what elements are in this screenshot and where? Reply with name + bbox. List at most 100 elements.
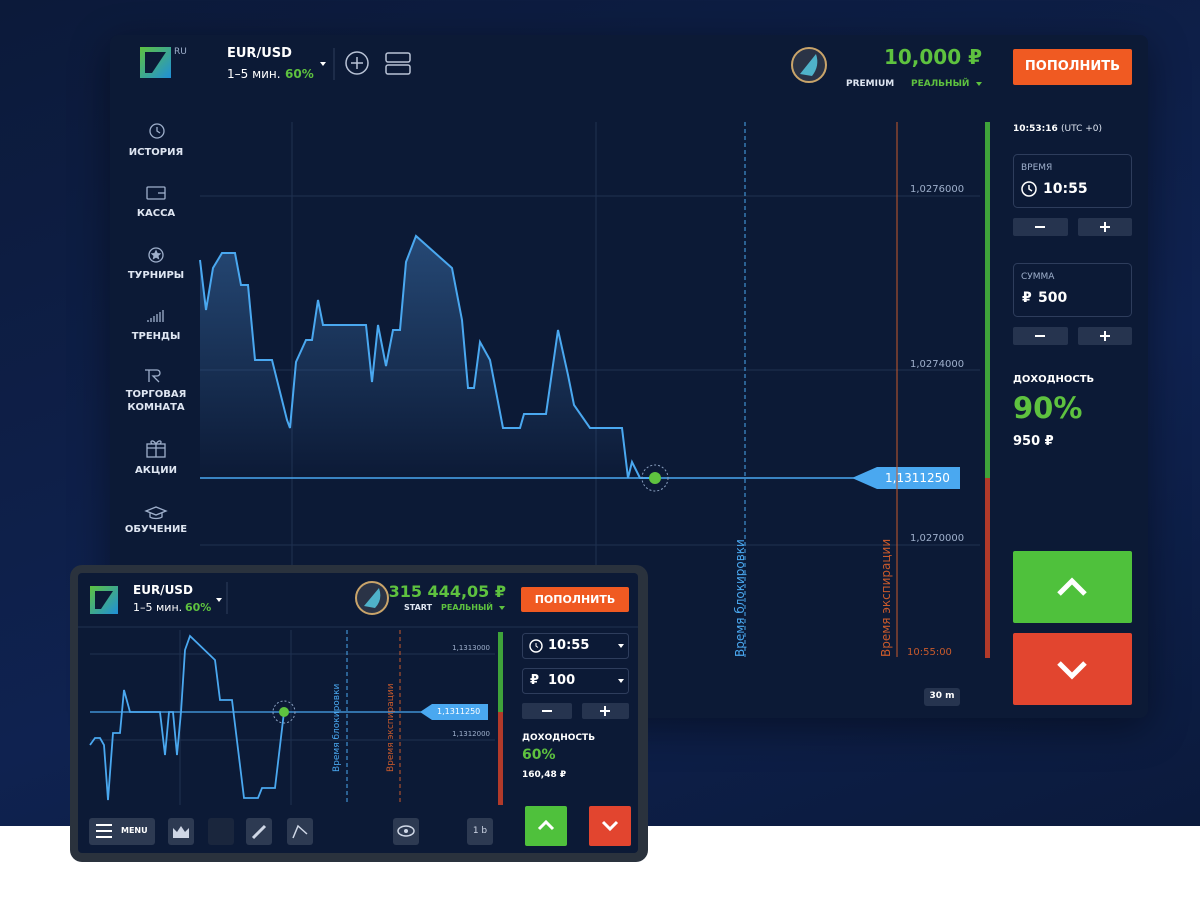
lang[interactable]: RU: [174, 47, 187, 57]
clock-hand: [1028, 185, 1033, 192]
price-area: [200, 236, 628, 478]
mobile-up-arrow: [537, 819, 555, 831]
pair[interactable]: EUR/USD: [227, 46, 292, 61]
lock-label: Время блокировки: [733, 539, 747, 657]
mobile-profit-percent: 60%: [522, 747, 556, 763]
price-line: [199, 234, 655, 479]
time-label: ВРЕМЯ: [1021, 163, 1053, 173]
price-tag: [852, 467, 960, 489]
up-bar: [985, 122, 990, 478]
mobile-up-button[interactable]: [525, 806, 567, 846]
current-point: [649, 472, 661, 484]
avatar-mark: [800, 54, 818, 76]
mobile-timeframe[interactable]: 1 b: [472, 826, 488, 836]
amount-label: СУММА: [1021, 272, 1055, 282]
add-chart-plus: [351, 57, 363, 69]
mobile-account-mode[interactable]: РЕАЛЬНЫЙ: [441, 603, 493, 612]
time-value: 10:55: [1043, 181, 1088, 197]
mobile-account-arrow[interactable]: [499, 606, 505, 610]
mobile-price-label: 1,1313000: [452, 644, 490, 652]
payout: 60%: [285, 67, 314, 81]
layout-icon[interactable]: [385, 52, 411, 63]
mobile-down-button[interactable]: [589, 806, 631, 846]
amount-value: 500: [1038, 290, 1068, 306]
mobile-amount-arrow: [618, 679, 624, 683]
menu-item[interactable]: ТОРГОВАЯ КОМНАТА: [125, 389, 187, 413]
mobile-current-price: 1,1311250: [437, 707, 481, 716]
logo-mark: [145, 52, 166, 73]
price-label: 1,0276000: [910, 184, 965, 195]
mobile-lock-label: Время блокировки: [332, 683, 342, 772]
mobile-dropdown[interactable]: [216, 598, 222, 602]
down-arrow: [1057, 661, 1087, 680]
timeframe[interactable]: 30 m: [929, 691, 955, 701]
menu-item[interactable]: ТУРНИРЫ: [127, 270, 185, 281]
period: 1–5 мин.: [227, 67, 281, 81]
mobile-period: 1–5 мин.: [133, 601, 183, 614]
menu-item[interactable]: КАССА: [136, 208, 176, 219]
mobile-account-type: START: [404, 603, 433, 612]
expiry-label: Время экспирации: [879, 538, 893, 657]
clock: 10:53:16: [1013, 124, 1058, 134]
down-button[interactable]: [1013, 633, 1132, 705]
dropdown-arrow[interactable]: [320, 62, 326, 66]
mobile-menu-button[interactable]: MENU: [121, 826, 148, 835]
mobile-down-arrow: [601, 820, 619, 832]
balance: 10,000 ₽: [883, 45, 982, 69]
timeframe-button[interactable]: [924, 688, 960, 706]
expiry-time: 10:55:00: [907, 647, 952, 658]
menu-item[interactable]: ТРЕНДЫ: [131, 331, 181, 342]
profit-label: ДОХОДНОСТЬ: [1013, 374, 1095, 385]
current-point-ring: [641, 464, 669, 492]
profit-percent: 90%: [1013, 391, 1083, 425]
menu-item[interactable]: ОБУЧЕНИЕ: [124, 524, 188, 535]
current-price: 1,1311250: [885, 471, 950, 485]
mobile-point-ring: [272, 700, 296, 724]
mobile-amount-select[interactable]: [522, 668, 629, 694]
mobile-balance: 315 444,05 ₽: [388, 582, 506, 601]
currency: ₽: [1022, 290, 1032, 306]
mobile-profit-label: ДОХОДНОСТЬ: [522, 733, 596, 743]
layout-icon-part: [385, 64, 411, 75]
mobile-payout: 60%: [185, 601, 212, 614]
clock-icon: [1021, 181, 1037, 197]
mobile-time-arrow: [618, 644, 624, 648]
deposit-button[interactable]: ПОПОЛНИТЬ: [1013, 49, 1132, 85]
profit-amount: 950 ₽: [1013, 434, 1054, 449]
down-bar: [985, 478, 990, 658]
mobile-grid: [90, 630, 495, 805]
mobile-pair[interactable]: EUR/USD: [133, 583, 193, 597]
mobile-clock-icon: [529, 639, 543, 653]
menu-item[interactable]: ИСТОРИЯ: [128, 147, 184, 158]
mobile-expiry-label: Время экспирации: [386, 683, 396, 772]
account-arrow[interactable]: [976, 82, 982, 86]
mobile-price-label: 1,1312000: [452, 730, 490, 738]
mobile-time-select[interactable]: [522, 633, 629, 659]
account-type: PREMIUM: [846, 79, 895, 89]
mobile-down-bar: [498, 712, 503, 805]
price-label: 1,0274000: [910, 359, 965, 370]
stepper-buttons[interactable]: [1013, 218, 1132, 345]
up-arrow: [1057, 577, 1087, 596]
mobile-profit-amount: 160,48 ₽: [522, 770, 567, 780]
mobile-deposit-button[interactable]: ПОПОЛНИТЬ: [521, 587, 629, 612]
time-box[interactable]: [1013, 154, 1132, 208]
mobile-up-bar: [498, 632, 503, 712]
mobile-steppers[interactable]: [522, 703, 629, 719]
account-mode[interactable]: РЕАЛЬНЫЙ: [911, 79, 970, 89]
menu-item[interactable]: АКЦИИ: [135, 465, 177, 476]
grid: [200, 122, 980, 565]
amount-box[interactable]: [1013, 263, 1132, 317]
mobile-toolbar[interactable]: [89, 818, 493, 845]
mobile-price-tag: [420, 704, 488, 720]
mobile-amount-value: 100: [548, 673, 576, 688]
mobile-logo-mark: [95, 591, 113, 609]
mobile-point: [279, 707, 289, 717]
mobile-time-value: 10:55: [548, 638, 590, 653]
menu-icons: [144, 123, 168, 520]
up-button[interactable]: [1013, 551, 1132, 623]
add-chart-icon[interactable]: [345, 51, 369, 75]
mobile-currency: ₽: [530, 673, 540, 688]
